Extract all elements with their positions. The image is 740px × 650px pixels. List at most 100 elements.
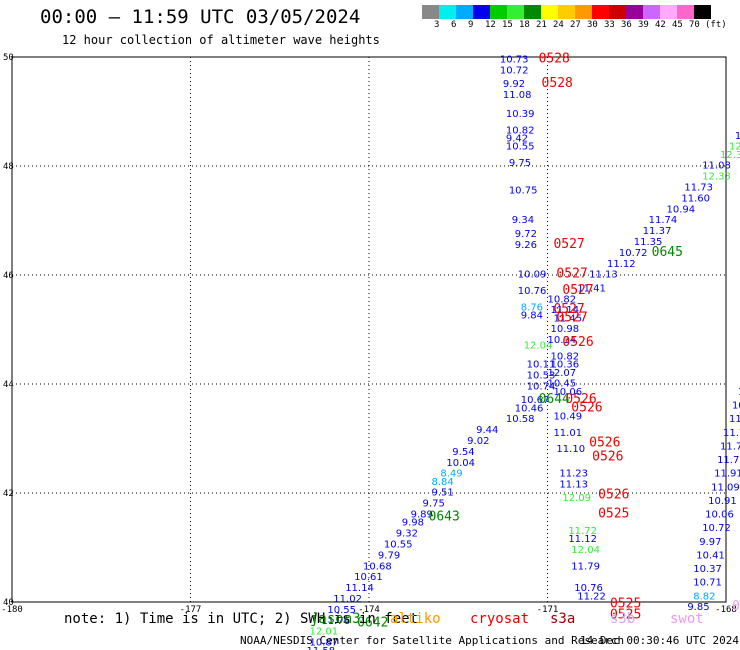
wave-height-value: 10.82 xyxy=(550,351,579,362)
pass-time-label: 0528 xyxy=(539,51,570,66)
wave-height-value: 10.55 xyxy=(384,540,413,551)
pass-time-label: 0527 xyxy=(556,267,587,282)
x-tick-label: -171 xyxy=(537,605,559,615)
colorbar-level-label: 9 xyxy=(468,20,474,30)
wave-height-value: 11.76 xyxy=(321,616,350,627)
pass-time-label: 0528 xyxy=(542,76,573,91)
wave-height-value: 10.06 xyxy=(553,387,582,398)
pass-time-label: 0526 xyxy=(562,335,593,350)
wave-height-value: 11.60 xyxy=(681,193,710,204)
y-tick-label: 44 xyxy=(3,380,14,390)
wave-height-value: 11.14 xyxy=(345,583,374,594)
wave-height-value: 11.12 xyxy=(607,259,636,270)
wave-height-value: 9.75 xyxy=(423,499,445,510)
colorbar-level-label: 6 xyxy=(451,20,457,30)
wave-height-value: 10.36 xyxy=(550,360,579,371)
wave-height-value: 10.68 xyxy=(363,561,392,572)
pass-time-label: 0527 xyxy=(562,283,593,298)
wave-height-value: 12.31 xyxy=(720,150,740,161)
wave-height-value: 9.85 xyxy=(687,602,709,613)
wave-height-value: 8.82 xyxy=(693,591,715,602)
wave-height-value: 11.73 xyxy=(684,183,713,194)
axis-ticks: -180-177-174-171-168-16404244464850 xyxy=(1,53,737,615)
wave-height-value: 11.58 xyxy=(307,646,336,650)
x-tick-label: -174 xyxy=(358,605,380,615)
mission-label-s3a: s3a xyxy=(550,611,576,627)
wave-height-value: 11.02 xyxy=(333,594,362,605)
wave-height-value: 10.87 xyxy=(310,638,339,649)
wave-height-value: 9.92 xyxy=(503,79,525,90)
wave-height-value: 12.04 xyxy=(571,545,600,556)
wave-height-value: 10.61 xyxy=(354,572,383,583)
wave-height-value: 12.33 xyxy=(702,172,731,183)
colorbar-level-label: 45 xyxy=(672,20,683,30)
wave-height-value: 11.23 xyxy=(559,469,588,480)
wave-height-value: 10.45 xyxy=(548,379,577,390)
wave-height-value: 12.07 xyxy=(548,368,577,379)
wave-height-value: 9.51 xyxy=(431,488,453,499)
wave-height-value: 10.91 xyxy=(708,496,737,507)
wave-height-value: 9.89 xyxy=(411,510,433,521)
pass-time-label: 0525 xyxy=(598,507,629,522)
wave-height-value: 10.04 xyxy=(446,458,475,469)
pass-time-label: 0526 xyxy=(592,449,623,464)
wave-height-value: 11.13 xyxy=(589,270,618,281)
colorbar-level-label: 39 xyxy=(638,20,649,30)
wave-height-value: 12.04 xyxy=(524,341,553,352)
pass-time-label: 0527 xyxy=(553,302,584,317)
wave-height-value: 9.72 xyxy=(515,229,537,240)
wave-height-value: 11.35 xyxy=(634,237,663,248)
wave-height-value: 10.11 xyxy=(527,360,556,371)
mission-label-s3b: s3b xyxy=(610,611,636,627)
wave-height-value: 11.79 xyxy=(571,561,600,572)
wave-height-value: 10.76 xyxy=(518,286,547,297)
wave-height-value: 11.14 xyxy=(729,414,740,425)
wave-height-value: 10.46 xyxy=(515,403,544,414)
colorbar-level-label: 21 xyxy=(536,20,547,30)
wave-height-value: 11.70 xyxy=(717,455,740,466)
wave-height-value: 9.84 xyxy=(521,311,543,322)
wave-height-value: 9.44 xyxy=(476,425,498,436)
wave-height-value: 11.10 xyxy=(556,444,585,455)
y-tick-label: 48 xyxy=(3,162,14,172)
pass-time-label: 0526 xyxy=(598,487,629,502)
colorbar-level-label: 36 xyxy=(621,20,632,30)
wave-height-value: 11.76 xyxy=(723,428,740,439)
pass-time-label: 0526 xyxy=(589,436,620,451)
colorbar-swatch xyxy=(439,5,456,19)
colorbar-level-label: 70 xyxy=(689,20,700,30)
wave-height-value: 10.06 xyxy=(705,510,734,521)
wave-height-value: 11.08 xyxy=(503,90,532,101)
wave-height-value: 10.82 xyxy=(732,401,740,412)
wave-height-value: 11.37 xyxy=(643,226,672,237)
credit-text: NOAA/NESDIS Center for Satellite Applica… xyxy=(240,634,625,647)
mission-label-jason3: jason3 xyxy=(310,611,361,627)
colorbar-level-label: 15 xyxy=(502,20,513,30)
wave-height-value: 10.41 xyxy=(696,550,725,561)
colorbar-swatch xyxy=(524,5,541,19)
wave-height-value: 12.34 xyxy=(729,142,740,153)
wave-height-value: 10.55 xyxy=(506,142,535,153)
colorbar-swatch xyxy=(558,5,575,19)
wave-height-value: 11.08 xyxy=(702,161,731,172)
wave-height-value: 8.49 xyxy=(440,469,462,480)
colorbar-swatch xyxy=(609,5,626,19)
wave-height-value: 10.76 xyxy=(574,583,603,594)
colorbar-swatch xyxy=(507,5,524,19)
pass-time-label: 0525 xyxy=(610,596,641,611)
wave-height-value: 11.41 xyxy=(577,283,606,294)
colorbar-level-label: 12 xyxy=(485,20,496,30)
colorbar-level-label: 30 xyxy=(587,20,598,30)
y-tick-label: 40 xyxy=(3,598,14,608)
colorbar-unit: (ft) xyxy=(705,20,727,30)
wave-height-value: 12.01 xyxy=(310,627,339,638)
x-tick-label: -168 xyxy=(715,605,737,615)
mission-label-cryosat: cryosat xyxy=(470,611,530,627)
wave-height-value: 10.34 xyxy=(548,335,577,346)
wave-height-value: 10.72 xyxy=(500,65,529,76)
footer-note: note: 1) Time is in UTC; 2) SWH is in fe… xyxy=(64,611,419,627)
wave-height-value: 12.09 xyxy=(562,493,591,504)
colorbar-swatch xyxy=(694,5,711,19)
timestamp-text: 14 Dec 00:30:46 UTC 2024 xyxy=(580,634,739,647)
colorbar xyxy=(422,5,711,19)
